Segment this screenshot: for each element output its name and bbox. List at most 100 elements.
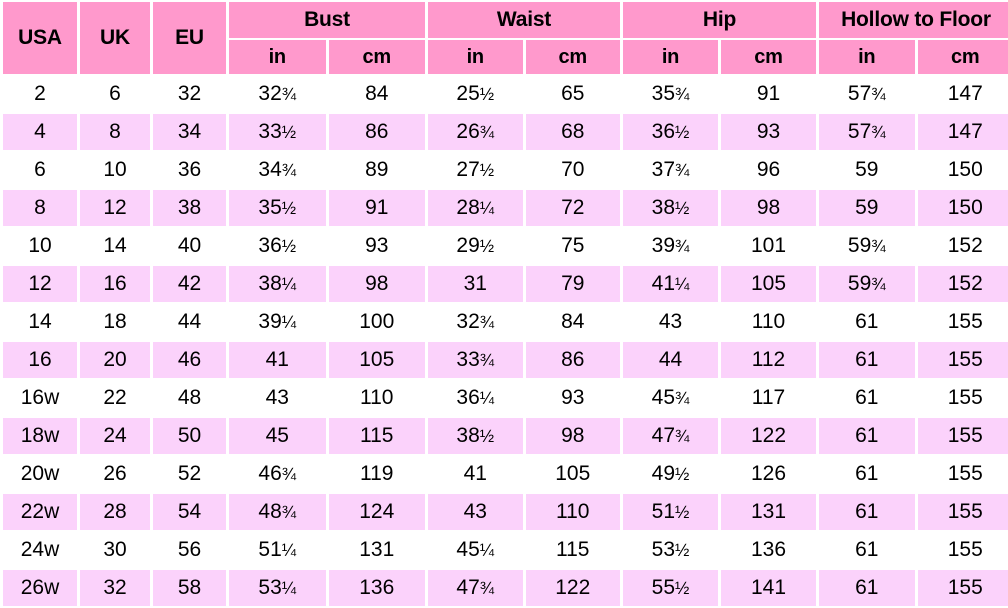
fraction-glyph: ½: [675, 198, 689, 218]
fraction-glyph: ½: [282, 236, 296, 256]
cell-eu: 38: [153, 190, 226, 226]
cell-hip-cm: 136: [721, 532, 816, 568]
fraction-glyph: ½: [480, 84, 494, 104]
header-group-waist: Waist: [428, 2, 620, 38]
fraction-glyph: ¾: [480, 578, 494, 598]
cell-eu: 46: [153, 342, 226, 378]
cell-hip-cm: 96: [721, 152, 816, 188]
fraction-glyph: ½: [675, 540, 689, 560]
cell-uk: 8: [80, 114, 150, 150]
cell-hollow-to-floor-in: 61: [819, 494, 915, 530]
fraction-glyph: ¼: [480, 388, 494, 408]
fraction-glyph: ¾: [675, 160, 689, 180]
cell-hip-cm: 126: [721, 456, 816, 492]
cell-hip-cm: 105: [721, 266, 816, 302]
cell-hip-in: 35¾: [623, 76, 718, 112]
fraction-glyph: ¾: [871, 122, 885, 142]
cell-hollow-to-floor-in: 61: [819, 456, 915, 492]
cell-usa: 16w: [3, 380, 77, 416]
cell-bust-cm: 136: [329, 570, 426, 606]
cell-hollow-to-floor-cm: 155: [918, 304, 1008, 340]
fraction-glyph: ½: [480, 160, 494, 180]
fraction-glyph: ½: [480, 236, 494, 256]
cell-hip-in: 44: [623, 342, 718, 378]
cell-bust-in: 48¾: [229, 494, 326, 530]
cell-hollow-to-floor-in: 61: [819, 304, 915, 340]
fraction-glyph: ¾: [480, 122, 494, 142]
fraction-glyph: ¾: [480, 350, 494, 370]
cell-eu: 52: [153, 456, 226, 492]
fraction-glyph: ¾: [282, 84, 296, 104]
cell-waist-cm: 110: [526, 494, 621, 530]
cell-hollow-to-floor-cm: 155: [918, 494, 1008, 530]
cell-bust-cm: 84: [329, 76, 426, 112]
fraction-glyph: ¾: [675, 236, 689, 256]
fraction-glyph: ½: [675, 122, 689, 142]
cell-bust-cm: 131: [329, 532, 426, 568]
cell-uk: 14: [80, 228, 150, 264]
cell-uk: 16: [80, 266, 150, 302]
fraction-glyph: ¼: [282, 312, 296, 332]
cell-hip-in: 41¼: [623, 266, 718, 302]
cell-waist-cm: 98: [526, 418, 621, 454]
cell-eu: 44: [153, 304, 226, 340]
cell-usa: 26w: [3, 570, 77, 606]
cell-waist-cm: 86: [526, 342, 621, 378]
cell-hollow-to-floor-cm: 155: [918, 570, 1008, 606]
cell-hip-in: 36½: [623, 114, 718, 150]
header-group-eu: EU: [153, 2, 226, 74]
cell-hollow-to-floor-in: 61: [819, 570, 915, 606]
cell-eu: 32: [153, 76, 226, 112]
cell-hollow-to-floor-cm: 155: [918, 380, 1008, 416]
cell-hollow-to-floor-cm: 155: [918, 342, 1008, 378]
cell-uk: 12: [80, 190, 150, 226]
cell-bust-in: 41: [229, 342, 326, 378]
cell-waist-cm: 72: [526, 190, 621, 226]
cell-waist-cm: 93: [526, 380, 621, 416]
cell-usa: 2: [3, 76, 77, 112]
cell-bust-in: 53¼: [229, 570, 326, 606]
header-unit-hip-in: in: [623, 40, 718, 74]
cell-usa: 22w: [3, 494, 77, 530]
cell-waist-in: 28¼: [428, 190, 523, 226]
cell-hip-in: 45¾: [623, 380, 718, 416]
fraction-glyph: ¾: [675, 426, 689, 446]
cell-waist-cm: 70: [526, 152, 621, 188]
cell-usa: 14: [3, 304, 77, 340]
cell-eu: 48: [153, 380, 226, 416]
header-group-uk: UK: [80, 2, 150, 74]
cell-usa: 16: [3, 342, 77, 378]
cell-bust-in: 43: [229, 380, 326, 416]
fraction-glyph: ¾: [675, 388, 689, 408]
cell-uk: 30: [80, 532, 150, 568]
cell-eu: 50: [153, 418, 226, 454]
fraction-glyph: ¼: [282, 540, 296, 560]
cell-hollow-to-floor-cm: 155: [918, 456, 1008, 492]
fraction-glyph: ¼: [282, 274, 296, 294]
fraction-glyph: ½: [675, 464, 689, 484]
cell-waist-cm: 115: [526, 532, 621, 568]
cell-bust-cm: 105: [329, 342, 426, 378]
fraction-glyph: ¾: [282, 464, 296, 484]
cell-bust-cm: 110: [329, 380, 426, 416]
cell-waist-in: 36¼: [428, 380, 523, 416]
cell-eu: 34: [153, 114, 226, 150]
cell-usa: 8: [3, 190, 77, 226]
cell-waist-cm: 79: [526, 266, 621, 302]
fraction-glyph: ¾: [675, 84, 689, 104]
cell-hip-in: 39¾: [623, 228, 718, 264]
cell-waist-in: 32¾: [428, 304, 523, 340]
cell-hollow-to-floor-in: 57¾: [819, 76, 915, 112]
cell-uk: 6: [80, 76, 150, 112]
cell-hollow-to-floor-in: 59: [819, 152, 915, 188]
